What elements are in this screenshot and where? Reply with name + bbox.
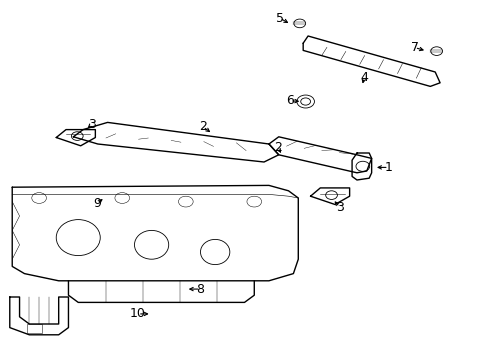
Text: 2: 2 (199, 120, 206, 133)
Text: 8: 8 (196, 283, 204, 296)
Text: 7: 7 (410, 41, 418, 54)
Text: 9: 9 (93, 197, 101, 210)
Text: 2: 2 (273, 141, 281, 154)
Text: 10: 10 (130, 307, 145, 320)
Text: 5: 5 (275, 12, 283, 24)
Text: 1: 1 (384, 161, 392, 174)
Text: 3: 3 (335, 201, 343, 213)
Text: 6: 6 (285, 94, 293, 107)
Text: 4: 4 (360, 71, 367, 84)
Text: 3: 3 (88, 118, 96, 131)
